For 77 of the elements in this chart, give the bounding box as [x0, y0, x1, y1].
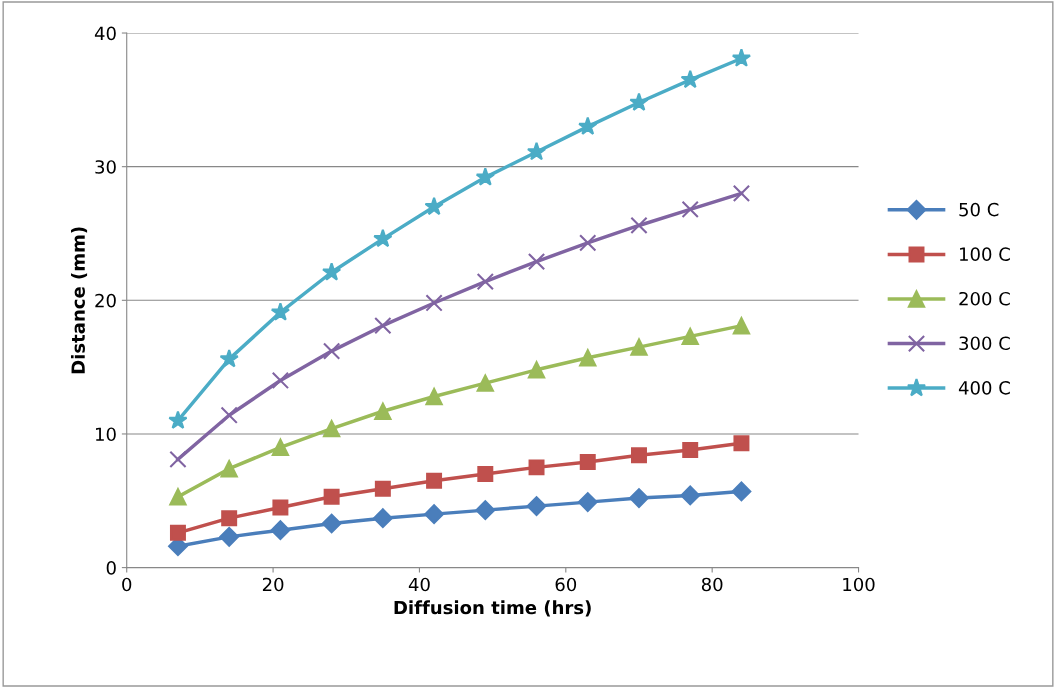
point — [630, 338, 648, 356]
point — [528, 459, 545, 476]
point — [426, 472, 443, 489]
point — [272, 499, 289, 516]
y-tick-label: 20 — [95, 293, 116, 308]
point — [732, 317, 751, 335]
point — [322, 419, 341, 438]
point — [219, 526, 240, 547]
point — [372, 508, 393, 529]
legend-label: 300 C — [959, 336, 1010, 351]
point — [219, 349, 239, 368]
y-tick-label: 0 — [106, 561, 116, 575]
point — [321, 513, 342, 534]
point — [681, 200, 699, 219]
point — [731, 48, 752, 67]
x-axis-title: Diffusion time (hrs) — [394, 600, 591, 617]
legend-label: 50 C — [959, 202, 999, 217]
y-tick-label: 40 — [94, 26, 116, 41]
point — [732, 184, 751, 203]
x-tick-label: 80 — [701, 577, 723, 592]
point — [425, 294, 443, 312]
point — [579, 454, 596, 471]
point — [682, 442, 699, 458]
point — [271, 371, 290, 390]
x-tick-label: 0 — [122, 577, 132, 592]
point — [680, 485, 701, 506]
x-tick-label: 60 — [555, 577, 577, 592]
point — [579, 349, 597, 367]
point — [527, 361, 546, 379]
point — [476, 374, 494, 392]
point — [270, 520, 291, 541]
point — [629, 488, 649, 508]
point — [374, 317, 392, 335]
point — [731, 481, 752, 502]
point — [578, 116, 598, 135]
point — [579, 234, 597, 252]
point — [169, 450, 187, 469]
point — [425, 387, 443, 406]
point — [680, 69, 700, 89]
y-axis-title: Distance (mm) — [70, 227, 88, 374]
point — [476, 272, 494, 291]
point — [220, 406, 238, 424]
point — [630, 216, 648, 235]
point — [629, 92, 649, 111]
point — [322, 342, 341, 360]
point — [168, 410, 188, 429]
point — [271, 438, 290, 456]
point — [475, 500, 496, 521]
legend-label: 100 C — [960, 247, 1010, 261]
point — [323, 488, 340, 505]
legend-label: 200 C — [959, 291, 1010, 306]
point — [220, 460, 238, 478]
point — [270, 302, 291, 321]
point — [424, 196, 444, 216]
point — [681, 327, 699, 346]
point — [373, 228, 393, 248]
point — [527, 252, 546, 271]
legend-label: 400 C — [958, 381, 1010, 395]
point — [169, 524, 186, 541]
point — [733, 435, 750, 452]
point — [526, 141, 547, 161]
point — [374, 402, 392, 420]
point — [169, 488, 187, 506]
point — [322, 262, 342, 281]
point — [374, 480, 391, 497]
point — [221, 510, 238, 527]
point — [424, 504, 444, 525]
point — [475, 167, 495, 186]
y-tick-label: 30 — [95, 160, 116, 174]
x-tick-label: 20 — [262, 577, 284, 592]
point — [577, 492, 598, 512]
y-tick-label: 10 — [96, 427, 116, 442]
point — [631, 447, 647, 464]
x-tick-label: 40 — [408, 577, 430, 592]
point — [477, 466, 494, 483]
x-tick-label: 100 — [843, 577, 875, 592]
point — [526, 496, 547, 516]
